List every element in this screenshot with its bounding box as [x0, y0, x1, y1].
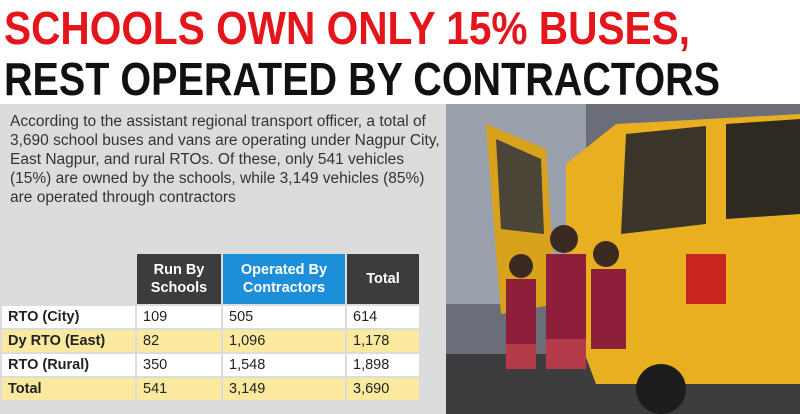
- column-header: Total: [347, 254, 419, 304]
- info-panel: According to the assistant regional tran…: [0, 104, 446, 414]
- cell: 505: [223, 306, 345, 328]
- cell: 1,178: [347, 330, 419, 352]
- headline: SCHOOLS OWN ONLY 15% BUSES, REST OPERATE…: [4, 2, 720, 104]
- cell: 109: [137, 306, 221, 328]
- column-header: Operated By Contractors: [223, 254, 345, 304]
- table: Run By Schools Operated By Contractors T…: [0, 252, 421, 402]
- cell: 614: [347, 306, 419, 328]
- intro-text: According to the assistant regional tran…: [10, 113, 440, 206]
- photo: [446, 104, 800, 414]
- table-row: RTO (Rural) 350 1,548 1,898: [2, 354, 419, 376]
- cell: 3,149: [223, 378, 345, 400]
- table-row: Total 541 3,149 3,690: [2, 378, 419, 400]
- row-label: RTO (City): [2, 306, 135, 328]
- cell: 1,548: [223, 354, 345, 376]
- headline-line2: REST OPERATED BY CONTRACTORS: [4, 53, 720, 104]
- row-label: RTO (Rural): [2, 354, 135, 376]
- cell: 3,690: [347, 378, 419, 400]
- table-row: Dy RTO (East) 82 1,096 1,178: [2, 330, 419, 352]
- cell: 350: [137, 354, 221, 376]
- row-label: Total: [2, 378, 135, 400]
- cell: 1,096: [223, 330, 345, 352]
- header-blank: [2, 254, 135, 304]
- table-row: RTO (City) 109 505 614: [2, 306, 419, 328]
- headline-line1: SCHOOLS OWN ONLY 15% BUSES,: [4, 2, 690, 54]
- cell: 1,898: [347, 354, 419, 376]
- column-header: Run By Schools: [137, 254, 221, 304]
- cell: 541: [137, 378, 221, 400]
- row-label: Dy RTO (East): [2, 330, 135, 352]
- header-row: Run By Schools Operated By Contractors T…: [2, 254, 419, 304]
- cell: 82: [137, 330, 221, 352]
